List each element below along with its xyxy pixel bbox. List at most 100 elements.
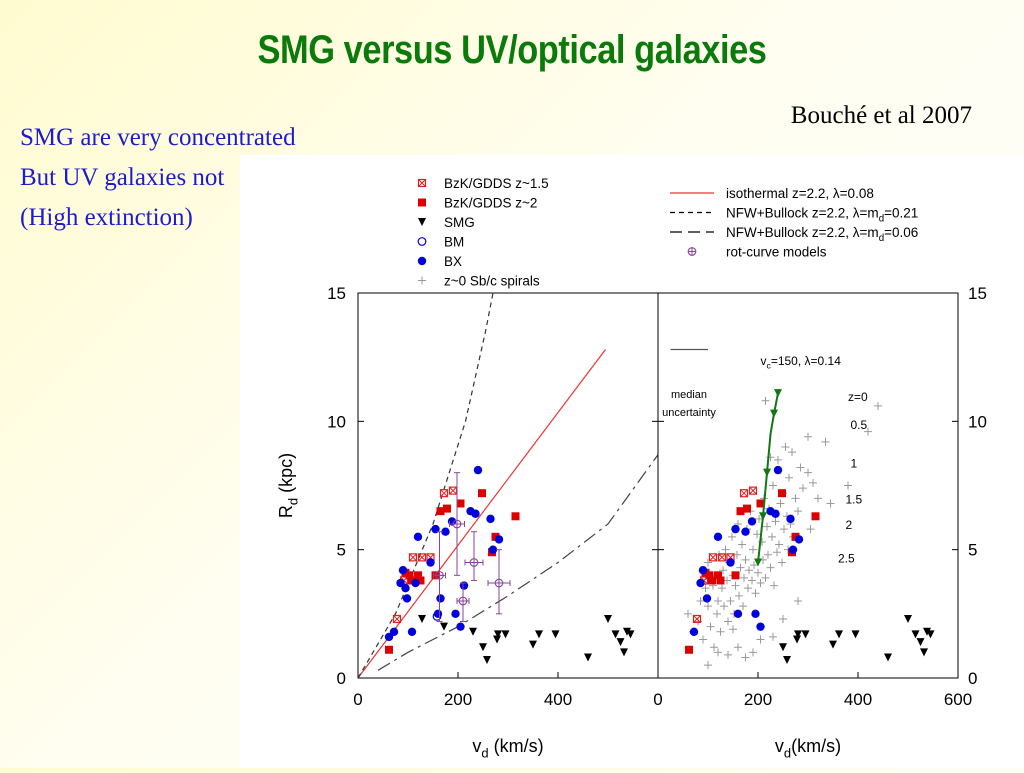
right-z-0-sb-c-spirals-point bbox=[745, 566, 753, 575]
right-bzk-gdds-z-2-point bbox=[811, 512, 820, 521]
left-bx-point bbox=[411, 578, 420, 588]
left-smg-point bbox=[494, 630, 502, 639]
left-x-axis-label-end: (km/s) bbox=[489, 736, 544, 756]
left-bzk-gdds-z-2-point bbox=[405, 571, 414, 580]
left-plot-area bbox=[358, 293, 658, 678]
left-y-axis-label-main: R bbox=[276, 505, 296, 518]
legend-line-label-2-main: NFW+Bullock z=2.2, λ=m bbox=[726, 225, 879, 240]
right-z-0-sb-c-spirals-point bbox=[761, 396, 770, 405]
left-bzk-gdds-z-2-point bbox=[436, 507, 445, 516]
right-z-0-sb-c-spirals-point bbox=[726, 597, 735, 605]
right-z-0-sb-c-spirals-point bbox=[719, 566, 727, 575]
right-z-0-sb-c-spirals-point bbox=[734, 643, 742, 652]
right-bzk-gdds-z-2-point bbox=[714, 571, 722, 580]
right-z-0-sb-c-spirals-point bbox=[844, 481, 852, 490]
right-smg-point bbox=[884, 653, 892, 662]
right-bzk-gdds-z-2-point bbox=[791, 532, 800, 541]
right-z-0-sb-c-spirals-point bbox=[806, 525, 815, 534]
right-smg-point bbox=[916, 638, 925, 647]
right-z-0-sb-c-spirals-point bbox=[761, 573, 770, 582]
right-bx-point bbox=[794, 535, 804, 544]
left-smg-point bbox=[469, 627, 477, 636]
left-bx-point bbox=[433, 609, 443, 619]
note-line: SMG are very concentrated bbox=[20, 124, 296, 151]
right-bzk-gdds-z-1-5-point-x bbox=[749, 487, 757, 494]
legend-line-label-1-sub: d bbox=[879, 214, 884, 225]
left-bx-point bbox=[441, 527, 450, 536]
right-plot-area bbox=[670, 348, 935, 670]
right-z-0-sb-c-spirals-point bbox=[749, 648, 757, 657]
left-x-axis-label-main: v bbox=[472, 736, 481, 756]
right-z-0-sb-c-spirals-point bbox=[751, 589, 760, 598]
left-smg-point bbox=[623, 627, 631, 636]
track-label-sub: c bbox=[767, 360, 772, 370]
left-smg-point bbox=[418, 614, 426, 623]
legend-marker-1 bbox=[418, 198, 426, 207]
left-bx-point bbox=[401, 583, 410, 593]
left-smg-point bbox=[626, 630, 635, 639]
right-smg-point bbox=[835, 630, 843, 639]
right-z-0-sb-c-spirals-point bbox=[741, 555, 750, 564]
model-track-marker bbox=[763, 468, 771, 477]
right-z-0-sb-c-spirals-point bbox=[714, 648, 722, 657]
right-z-0-sb-c-spirals-point bbox=[756, 635, 765, 644]
right-bzk-gdds-z-2-point bbox=[756, 499, 765, 508]
left-x-tick-label: 0 bbox=[353, 690, 362, 709]
left-smg-point bbox=[611, 630, 620, 639]
legend-line-label-3-main: rot-curve models bbox=[726, 245, 827, 260]
right-z-0-sb-c-spirals-point bbox=[718, 584, 726, 593]
right-smg-point bbox=[926, 630, 935, 639]
right-z-0-sb-c-spirals-point bbox=[776, 499, 785, 508]
right-z-0-sb-c-spirals-point bbox=[706, 622, 715, 631]
left-smg-point bbox=[551, 630, 560, 639]
right-z-0-sb-c-spirals-point bbox=[804, 468, 812, 477]
left-smg-point bbox=[604, 614, 612, 623]
right-z-0-sb-c-spirals-point bbox=[741, 653, 750, 662]
legend-line-label-2-sub: d bbox=[879, 233, 884, 244]
right-bx-point bbox=[756, 622, 765, 631]
right-z-0-sb-c-spirals-point bbox=[785, 473, 793, 482]
right-bx-point bbox=[726, 558, 735, 567]
right-z-0-sb-c-spirals-point bbox=[731, 581, 740, 590]
right-z-0-sb-c-spirals-point bbox=[781, 443, 790, 451]
right-smg-point bbox=[779, 643, 787, 652]
right-z-0-sb-c-spirals-point bbox=[753, 530, 761, 539]
model-track-marker bbox=[770, 409, 778, 418]
right-x-axis-label-sub: d bbox=[784, 745, 791, 760]
right-z-0-sb-c-spirals-point bbox=[704, 661, 712, 670]
legend-marker-0 bbox=[417, 178, 427, 188]
right-bzk-gdds-z-1-5-point bbox=[692, 614, 702, 624]
right-z-0-sb-c-spirals-point bbox=[826, 499, 835, 508]
right-z-0-sb-c-spirals-point bbox=[729, 625, 737, 634]
right-z-0-sb-c-spirals-point bbox=[748, 576, 756, 585]
right-x-tick-label: 200 bbox=[744, 690, 772, 709]
right-smg-point bbox=[794, 630, 802, 639]
notes: SMG are very concentrated But UV galaxie… bbox=[20, 118, 296, 238]
right-x-tick-label: 400 bbox=[844, 690, 872, 709]
right-bx-point bbox=[771, 509, 780, 518]
right-z-0-sb-c-spirals-point bbox=[769, 632, 777, 641]
right-z-0-sb-c-spirals-point bbox=[864, 427, 872, 436]
model-track-marker bbox=[774, 389, 782, 398]
legend-line-label-1: NFW+Bullock z=2.2, λ=md=0.21 bbox=[726, 206, 918, 225]
right-z-0-sb-c-spirals-point bbox=[738, 540, 746, 549]
right-z-0-sb-c-spirals-point bbox=[796, 463, 805, 472]
right-bx-point bbox=[698, 566, 708, 575]
right-bzk-gdds-z-2-point bbox=[736, 507, 745, 516]
track-label: vc=150, λ=0.14 bbox=[761, 354, 842, 371]
right-z-0-sb-c-spirals-point bbox=[755, 514, 763, 523]
right-z-0-sb-c-spirals-point bbox=[778, 558, 786, 567]
right-z-0-sb-c-spirals-point bbox=[714, 597, 722, 605]
right-z-0-sb-c-spirals-point bbox=[736, 563, 745, 572]
right-smg-point bbox=[904, 614, 912, 623]
legend-line-label-1-end: =0.21 bbox=[884, 206, 918, 221]
left-bzk-gdds-z-1-5-point-x bbox=[409, 554, 417, 561]
right-z-0-sb-c-spirals-point bbox=[766, 563, 775, 572]
left-bx-point bbox=[471, 509, 480, 518]
right-bzk-gdds-z-2-point bbox=[716, 576, 725, 585]
right-smg-point bbox=[923, 627, 931, 636]
left-bx-point bbox=[473, 465, 483, 475]
left-smg-point bbox=[440, 622, 448, 631]
left-bzk-gdds-z-1-5-point-x bbox=[418, 554, 426, 561]
left-rot-curve-models-point-cross bbox=[459, 597, 467, 605]
